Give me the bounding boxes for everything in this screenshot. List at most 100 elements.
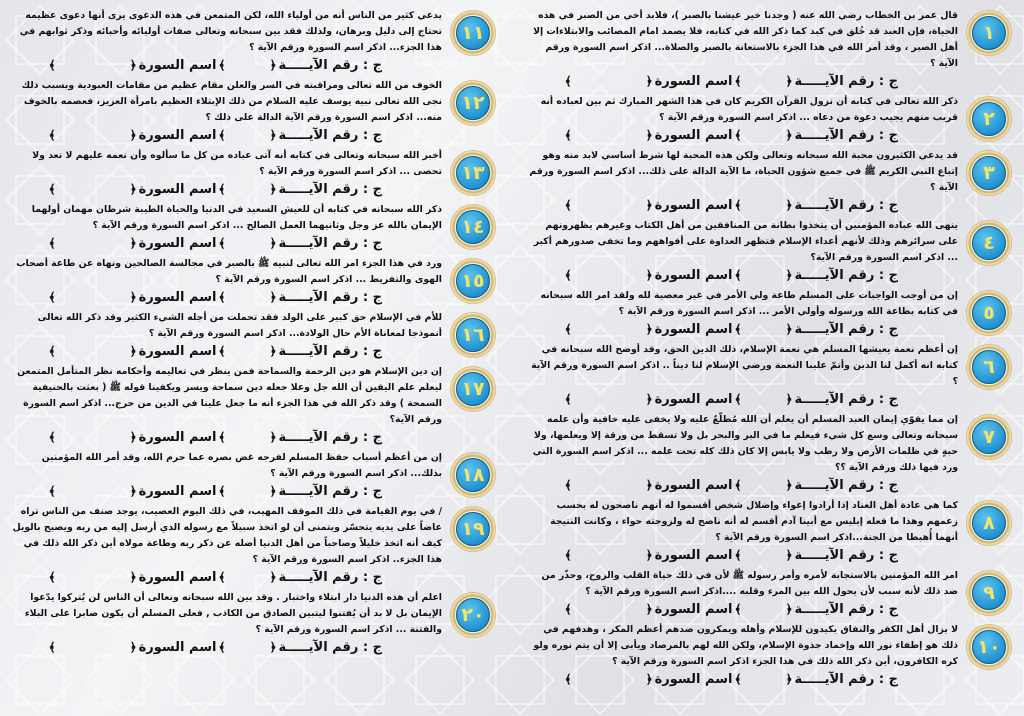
answer-surah-label: اسم السورة	[654, 672, 733, 687]
question-item: ١٧ إن دين الإسلام هو دين الرحمة والسماحة …	[12, 364, 496, 447]
question-item: ١٢ الخوف من الله تعالى ومراقبته في السر و…	[12, 78, 496, 145]
question-text: قال عمر بن الخطاب رضي الله عنه ( وجدنا خ…	[533, 10, 958, 69]
star-motif	[85, 325, 155, 395]
bracket-open: ﴿	[269, 344, 277, 358]
question-text: إن مما يقوّي إيمان العبد المسلم أن يعلم …	[532, 414, 958, 473]
answer-line: ج : رقم الآيـــــة﴿﴾اسم السورة﴿﴾	[12, 56, 442, 75]
question-text: الخوف من الله تعالى ومراقبته في السر وال…	[21, 80, 442, 123]
star-motif	[5, 165, 75, 235]
bracket-close: ﴾	[218, 484, 226, 498]
question-number: ١٣	[456, 156, 490, 190]
star-motif	[325, 565, 395, 635]
answer-surah-label: اسم السورة	[654, 128, 733, 143]
star-motif	[645, 485, 715, 555]
bracket-open: ﴿	[129, 128, 137, 142]
answer-line: ج : رقم الآيـــــة﴿﴾اسم السورة﴿﴾	[528, 196, 958, 215]
star-motif	[325, 485, 395, 555]
question-number: ١٨	[456, 458, 490, 492]
question-text: امر الله المؤمنين بالاستجابة لأمره وأمر …	[541, 570, 958, 597]
star-motif	[485, 245, 555, 315]
bracket-close: ﴾	[734, 128, 742, 142]
bracket-close: ﴾	[48, 430, 56, 444]
bracket-open: ﴿	[129, 570, 137, 584]
star-motif	[165, 405, 235, 475]
bracket-open: ﴿	[269, 182, 277, 196]
answer-surah-label: اسم السورة	[138, 236, 217, 251]
answer-verse-label: ج : رقم الآيـــــة	[794, 268, 898, 283]
star-motif	[165, 165, 235, 235]
star-motif	[645, 325, 715, 395]
answer-line: ج : رقم الآيـــــة﴿﴾اسم السورة﴿﴾	[528, 670, 958, 689]
bracket-open: ﴿	[785, 268, 793, 282]
bracket-close: ﴾	[734, 602, 742, 616]
question-number-badge: ٤	[966, 220, 1012, 266]
bracket-close: ﴾	[218, 182, 226, 196]
bracket-close: ﴾	[564, 478, 572, 492]
question-text: ذكر الله سبحانه في كتابه أن للعيش السعيد…	[31, 204, 442, 231]
star-motif	[725, 405, 795, 475]
bracket-close: ﴾	[218, 640, 226, 654]
star-motif	[5, 485, 75, 555]
star-motif	[325, 85, 395, 155]
star-motif	[245, 245, 315, 315]
bracket-close: ﴾	[218, 570, 226, 584]
star-motif	[245, 485, 315, 555]
star-motif	[645, 165, 715, 235]
question-item: ٩ امر الله المؤمنين بالاستجابة لأمره وأمر…	[528, 568, 1012, 619]
star-motif	[5, 565, 75, 635]
star-motif	[565, 565, 635, 635]
star-motif	[5, 405, 75, 475]
star-motif	[645, 405, 715, 475]
bracket-close: ﴾	[734, 548, 742, 562]
question-item: ١٦ للأم في الإسلام حق كبير على الولد فقد …	[12, 310, 496, 361]
star-motif	[325, 165, 395, 235]
bracket-open: ﴿	[129, 236, 137, 250]
bracket-open: ﴿	[129, 344, 137, 358]
star-motif	[725, 565, 795, 635]
bracket-open: ﴿	[645, 602, 653, 616]
answer-surah-label: اسم السورة	[138, 344, 217, 359]
question-text: إن أعظم نعمة يعيشها المسلم هي نعمة الإسل…	[531, 344, 958, 387]
question-number: ٥	[972, 296, 1006, 330]
bracket-close: ﴾	[564, 672, 572, 686]
bracket-open: ﴿	[645, 268, 653, 282]
answer-surah-label: اسم السورة	[138, 290, 217, 305]
question-number: ٩	[972, 576, 1006, 610]
star-motif	[165, 645, 235, 715]
star-motif	[485, 405, 555, 475]
bracket-open: ﴿	[785, 392, 793, 406]
answer-verse-label: ج : رقم الآيـــــة	[278, 290, 382, 305]
star-motif	[485, 165, 555, 235]
star-motif	[805, 245, 875, 315]
bracket-open: ﴿	[129, 58, 137, 72]
question-number-badge: ٨	[966, 500, 1012, 546]
star-motif	[645, 645, 715, 715]
question-item: ١٣ أخبر الله سبحانه وتعالى في كتابه أنه آ…	[12, 148, 496, 199]
star-motif	[725, 85, 795, 155]
bracket-open: ﴿	[785, 672, 793, 686]
answer-verse-label: ج : رقم الآيـــــة	[794, 478, 898, 493]
star-motif	[85, 85, 155, 155]
bracket-open: ﴿	[645, 672, 653, 686]
star-motif	[325, 645, 395, 715]
question-item: ٢٠ اعلم أن هذه الدنيا دار ابتلاء واختبار …	[12, 590, 496, 657]
question-text: قد يدعي الكثيرون محبة الله سبحانه وتعالى…	[529, 150, 958, 193]
question-item: ٨ كما هي عادة أهل العناد إذا أرادوا إغواء…	[528, 498, 1012, 565]
bracket-open: ﴿	[269, 430, 277, 444]
star-motif	[725, 645, 795, 715]
star-motif	[5, 5, 75, 75]
star-motif	[565, 645, 635, 715]
star-motif	[485, 85, 555, 155]
star-motif	[885, 325, 955, 395]
bracket-open: ﴿	[645, 322, 653, 336]
question-item: ١٩ / في يوم القيامة في ذلك الموقف المهيب،…	[12, 504, 496, 587]
star-motif	[325, 5, 395, 75]
star-motif	[565, 405, 635, 475]
answer-line: ج : رقم الآيـــــة﴿﴾اسم السورة﴿﴾	[528, 126, 958, 145]
bracket-open: ﴿	[785, 128, 793, 142]
question-item: ١٤ ذكر الله سبحانه في كتابه أن للعيش السع…	[12, 202, 496, 253]
question-text: أخبر الله سبحانه وتعالى في كتابه أنه آتى…	[32, 150, 442, 177]
answer-verse-label: ج : رقم الآيـــــة	[794, 74, 898, 89]
question-item: ١٠ لا يزال أهل الكفر والنفاق يكيدون للإسل…	[528, 622, 1012, 689]
bracket-close: ﴾	[48, 290, 56, 304]
